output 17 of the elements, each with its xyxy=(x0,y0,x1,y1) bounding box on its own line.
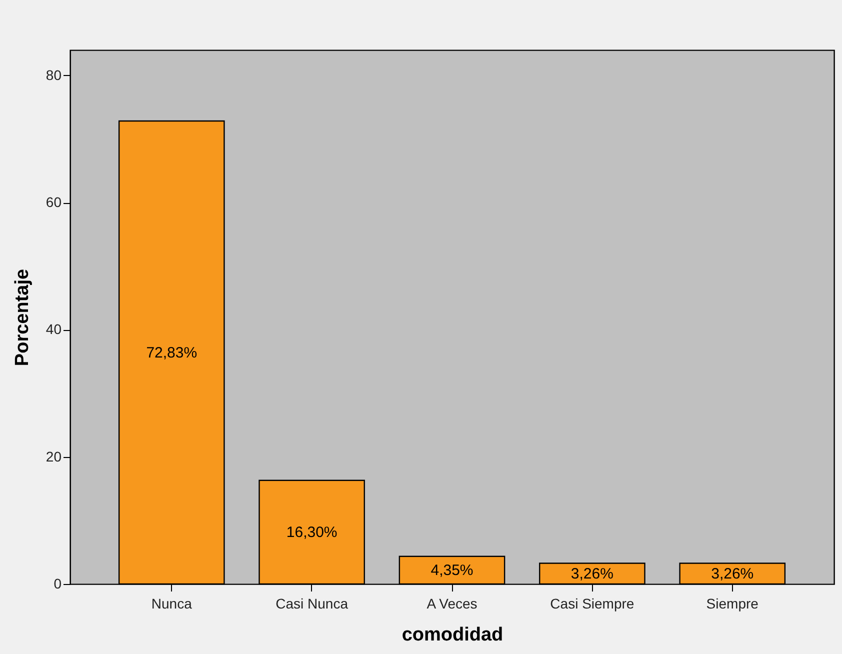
x-tick-label: Siempre xyxy=(706,596,759,612)
data-label: 16,30% xyxy=(286,524,338,542)
data-label: 4,35% xyxy=(430,562,474,580)
x-tick-label: A Veces xyxy=(426,596,478,612)
y-axis-title: Porcentaje xyxy=(12,268,33,366)
x-tick-label: Nunca xyxy=(151,596,192,612)
data-label: 72,83% xyxy=(146,344,198,362)
data-label: 3,26% xyxy=(570,566,614,583)
x-tick-label: Casi Nunca xyxy=(276,596,348,612)
y-tick-label: 60 xyxy=(46,194,62,210)
y-tick-label: 40 xyxy=(46,321,62,338)
y-tick-label: 20 xyxy=(46,448,62,464)
x-axis-title: comodidad xyxy=(402,624,504,646)
y-tick-label: 0 xyxy=(54,576,62,592)
x-tick-label: Casi Siempre xyxy=(550,596,634,612)
y-tick-label: 80 xyxy=(46,66,62,83)
data-label: 3,26% xyxy=(711,566,754,583)
